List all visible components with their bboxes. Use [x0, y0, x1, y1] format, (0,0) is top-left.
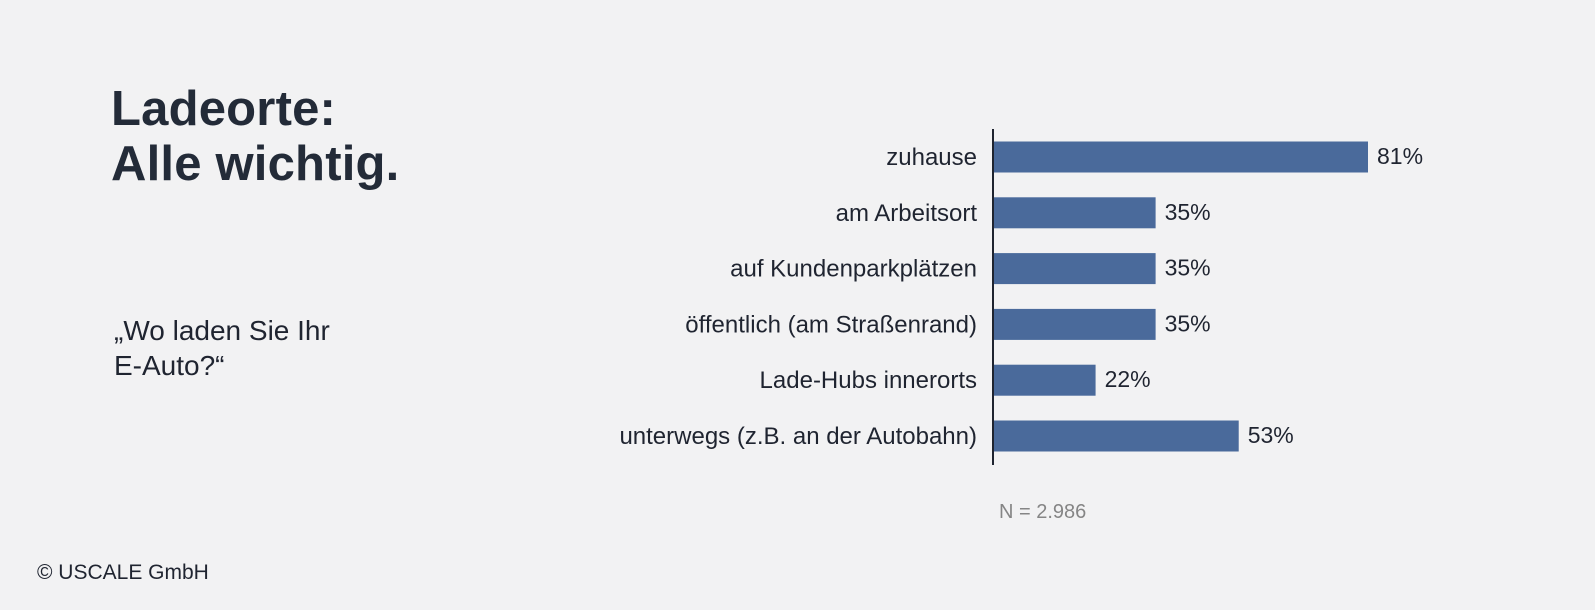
copyright-notice: © USCALE GmbH [37, 561, 209, 584]
category-label: am Arbeitsort [836, 200, 978, 227]
data-label: 35% [1165, 310, 1211, 336]
data-label: 22% [1105, 366, 1151, 392]
bar [994, 364, 1096, 396]
data-label: 35% [1165, 255, 1211, 281]
bar [994, 253, 1156, 285]
survey-question: „Wo laden Sie Ihr E-Auto?“ [114, 313, 330, 383]
category-label: zuhause [886, 144, 977, 171]
data-label: 81% [1377, 143, 1423, 169]
bar [994, 197, 1156, 229]
question-line-1: „Wo laden Sie Ihr [114, 315, 330, 346]
title-line-2: Alle wichtig. [111, 137, 400, 191]
category-label: Lade-Hubs innerorts [760, 367, 977, 394]
data-label: 35% [1165, 199, 1211, 225]
question-line-2: E-Auto?“ [114, 350, 225, 381]
sample-size-note: N = 2.986 [999, 501, 1087, 523]
bar [994, 141, 1368, 173]
category-label: auf Kundenparkplätzen [730, 256, 977, 283]
page-title: Ladeorte: Alle wichtig. [111, 82, 399, 192]
category-label: öffentlich (am Straßenrand) [685, 311, 977, 338]
bar [994, 308, 1156, 340]
category-label: unterwegs (z.B. an der Autobahn) [619, 423, 977, 450]
title-line-1: Ladeorte: [111, 82, 337, 136]
bar [994, 420, 1239, 452]
data-label: 53% [1248, 422, 1294, 448]
